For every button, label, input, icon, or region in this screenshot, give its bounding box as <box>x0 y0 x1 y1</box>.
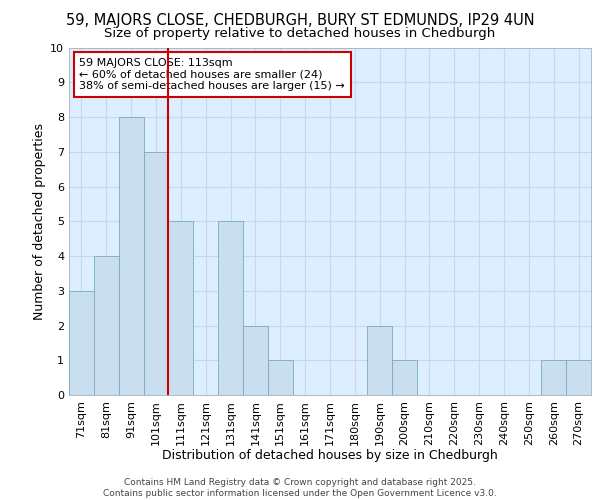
Bar <box>218 221 243 395</box>
Bar <box>94 256 119 395</box>
Text: Contains HM Land Registry data © Crown copyright and database right 2025.
Contai: Contains HM Land Registry data © Crown c… <box>103 478 497 498</box>
Y-axis label: Number of detached properties: Number of detached properties <box>33 122 46 320</box>
Bar <box>566 360 591 395</box>
Bar <box>541 360 566 395</box>
Text: 59 MAJORS CLOSE: 113sqm
← 60% of detached houses are smaller (24)
38% of semi-de: 59 MAJORS CLOSE: 113sqm ← 60% of detache… <box>79 58 345 91</box>
Text: Size of property relative to detached houses in Chedburgh: Size of property relative to detached ho… <box>104 28 496 40</box>
Bar <box>243 326 268 395</box>
Text: 59, MAJORS CLOSE, CHEDBURGH, BURY ST EDMUNDS, IP29 4UN: 59, MAJORS CLOSE, CHEDBURGH, BURY ST EDM… <box>65 12 535 28</box>
Bar <box>119 117 143 395</box>
Bar <box>367 326 392 395</box>
Bar <box>69 291 94 395</box>
Bar <box>268 360 293 395</box>
Bar <box>392 360 417 395</box>
Bar <box>143 152 169 395</box>
Bar <box>169 221 193 395</box>
X-axis label: Distribution of detached houses by size in Chedburgh: Distribution of detached houses by size … <box>162 449 498 462</box>
